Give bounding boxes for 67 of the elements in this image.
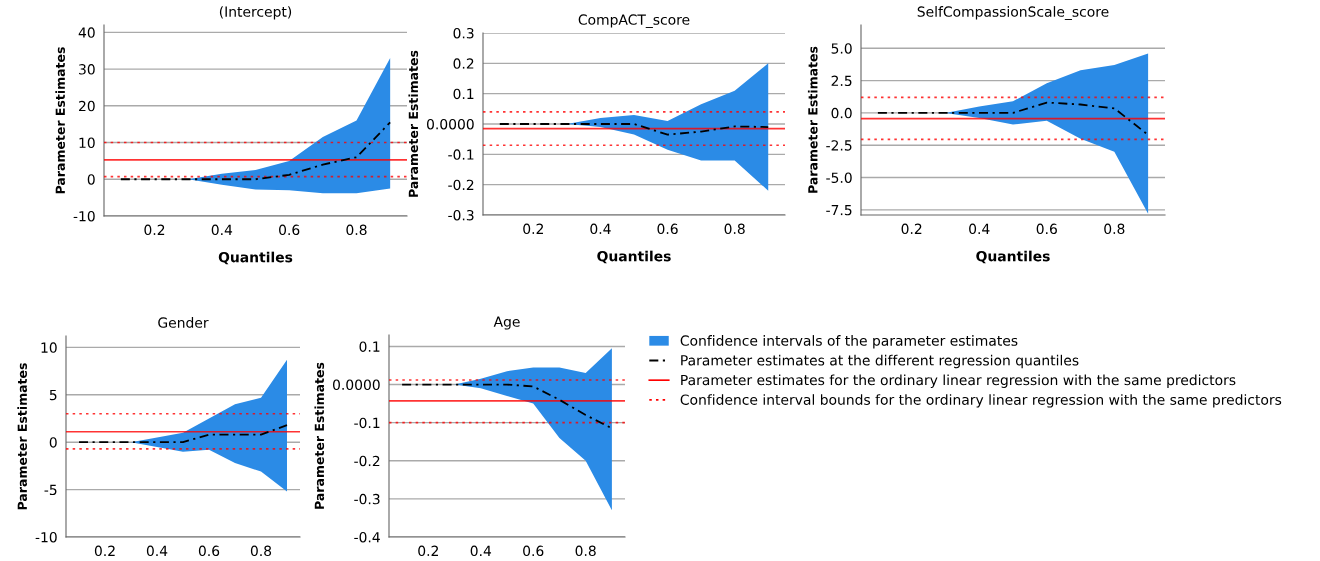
y-tick-label: 0.2 [453,58,474,69]
y-tick-label: 0.0000 [332,379,380,391]
legend-label: Parameter estimates for the ordinary linear regression with the same predictors [681,374,1236,388]
y-tick-label: 10 [41,342,57,353]
y-tick-label: -0.2 [448,179,474,191]
x-tick-label: 0.8 [724,223,745,235]
y-tick-label: -10 [73,210,95,222]
x-tick-label: 0.4 [590,223,611,235]
y-tick-label: 5 [49,389,57,401]
x-tick-label: 0.6 [1036,223,1057,235]
y-tick-label: 0.3 [453,27,474,39]
y-tick-label: 0 [87,174,95,185]
y-tick-label: 0 [49,437,57,448]
y-tick-label: 0.0 [831,107,852,119]
y-axis-title: Parameter Estimates [314,362,325,509]
x-tick-label: 0.2 [901,223,922,235]
y-axis-title: Parameter Estimates [408,50,419,197]
y-tick-label: -0.3 [448,209,474,221]
y-tick-label: -2.5 [826,140,852,151]
y-tick-label: -5.0 [826,172,852,183]
x-tick-label: 0.8 [346,224,367,236]
y-tick-label: 2.5 [831,75,852,87]
chart-title: (Intercept) [219,6,292,20]
x-axis-title: Quantiles [218,251,293,265]
y-tick-label: 0.1 [453,88,474,100]
chart-title: Age [493,316,520,330]
x-tick-label: 0.2 [418,545,438,557]
y-axis-title: Parameter Estimates [17,363,27,510]
y-tick-label: -0.1 [354,417,380,429]
x-tick-label: 0.4 [470,545,492,557]
x-tick-label: 0.6 [279,224,300,236]
x-tick-label: 0.8 [575,545,596,557]
x-axis-title: Quantiles [976,250,1050,264]
y-tick-label: -10 [35,531,57,543]
chart-title: Gender [158,317,209,328]
text: Confidence intervals of the parameter estimates [680,335,1018,349]
y-tick-label: -0.3 [354,493,380,505]
legend-label: Confidence interval bounds for the ordinary linear regression with the same predictors [680,394,1282,408]
y-tick-label: 20 [79,100,95,112]
x-tick-label: 0.6 [198,545,220,557]
y-tick-label: -5 [44,484,57,496]
y-axis-title: Parameter Estimates [807,46,818,193]
legend-label: Parameter estimates at the different regression quantiles [681,354,1079,369]
y-tick-label: 30 [79,64,95,75]
x-tick-label: 0.8 [1104,223,1125,235]
chart-title: SelfCompassionScale_score [917,6,1109,20]
x-tick-label: 0.4 [211,224,233,236]
y-tick-label: 0.1 [359,341,380,352]
x-tick-label: 0.6 [657,223,678,235]
y-axis-title: Parameter Estimates [55,47,65,194]
y-tick-label: 40 [78,27,95,38]
y-tick-label: -0.4 [354,531,380,543]
chart-title: CompACT_score [578,14,690,28]
x-axis-title: Quantiles [597,250,671,264]
y-tick-label: -0.2 [354,455,380,467]
x-tick-label: 0.8 [250,545,272,557]
x-tick-label: 0.4 [969,223,990,235]
x-tick-label: 0.2 [144,224,165,236]
y-tick-label: -0.1 [448,149,474,160]
x-tick-label: 0.2 [94,545,115,557]
y-tick-label: 5.0 [831,43,852,54]
y-tick-label: -7.5 [826,204,852,216]
x-tick-label: 0.2 [523,223,543,235]
x-tick-label: 0.6 [523,545,544,557]
y-tick-label: 0.0000 [426,118,474,130]
y-tick-label: 10 [79,137,95,149]
x-tick-label: 0.4 [146,545,168,557]
